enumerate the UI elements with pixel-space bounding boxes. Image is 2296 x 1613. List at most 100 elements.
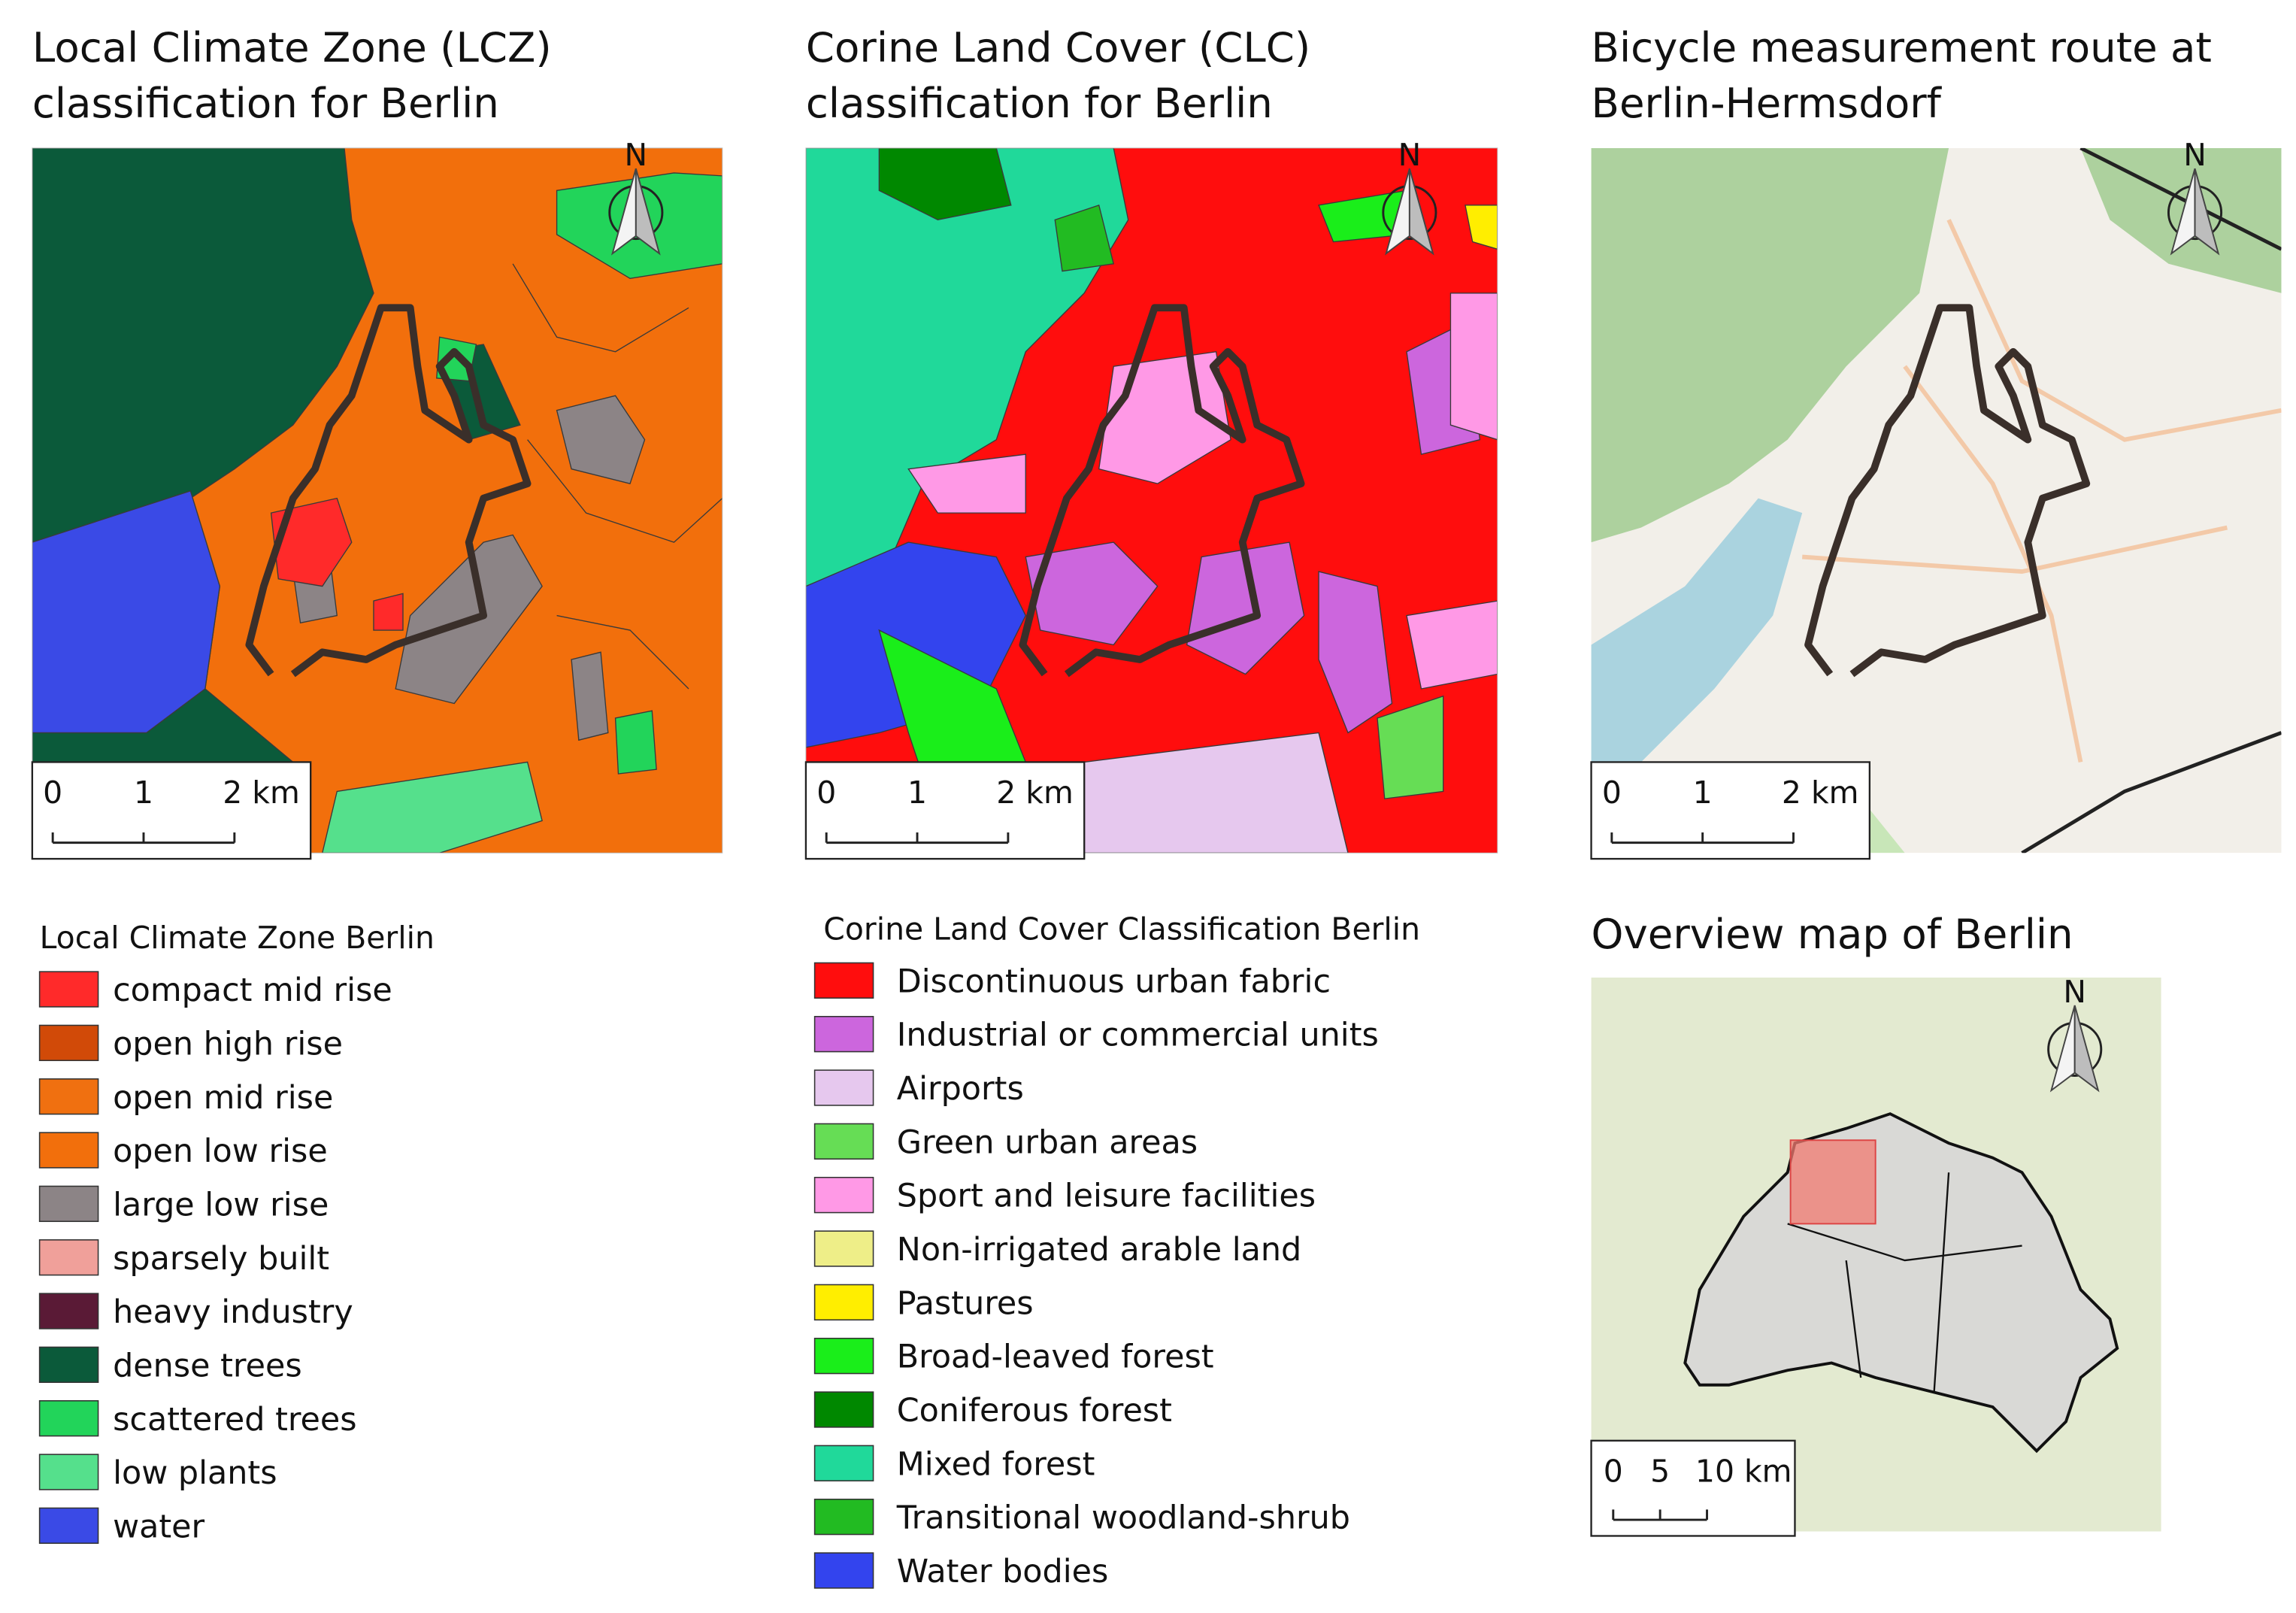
scale-label: 1	[1693, 775, 1713, 811]
legend-swatch	[38, 971, 99, 1008]
scale-label: 10 km	[1695, 1453, 1792, 1489]
scale-label: 5	[1650, 1453, 1670, 1489]
north-label: N	[625, 137, 648, 173]
study-area	[1789, 1139, 1876, 1225]
land-area	[270, 497, 353, 587]
legend-swatch	[38, 1293, 99, 1330]
legend-swatch	[38, 1507, 99, 1545]
legend-label: Non-irrigated arable land	[897, 1231, 1301, 1269]
legend-label: Pastures	[897, 1284, 1034, 1322]
legend-label: heavy industry	[113, 1293, 353, 1331]
land-area	[571, 651, 609, 741]
legend-title: Local Climate Zone Berlin	[40, 920, 435, 956]
legend-swatch	[813, 1123, 874, 1160]
map-title: Corine Land Cover (CLC)	[806, 23, 1310, 71]
lake	[1591, 498, 1803, 777]
scale-label: 0	[1602, 775, 1622, 811]
scale-label: 1	[907, 775, 927, 811]
legend-label: Water bodies	[897, 1553, 1109, 1590]
map-frame	[32, 147, 723, 853]
scale-label: 2 km	[996, 775, 1074, 811]
land-area	[878, 147, 1012, 221]
land-area	[373, 593, 404, 631]
legends: Local Climate Zone Berlin compact mid ris…	[38, 911, 1420, 1590]
map-title: Local Climate Zone (LCZ)	[32, 23, 552, 71]
land-area	[1465, 205, 1498, 250]
legend-swatch	[38, 1400, 99, 1437]
legend-swatch	[38, 1132, 99, 1169]
map-title: classification for Berlin	[32, 79, 499, 127]
map-title: Overview map of Berlin	[1592, 910, 2073, 958]
legend-swatch	[813, 1498, 874, 1536]
legend-swatch	[38, 1239, 99, 1276]
land-area	[1186, 541, 1305, 675]
legend-label: Mixed forest	[897, 1445, 1095, 1483]
north-label: N	[1398, 137, 1422, 173]
legend-label: open low rise	[113, 1132, 328, 1170]
legend-label: compact mid rise	[113, 972, 392, 1009]
legend-label: Coniferous forest	[897, 1392, 1172, 1430]
legend-label: Broad-leaved forest	[897, 1339, 1214, 1376]
legend-label: dense trees	[113, 1347, 302, 1384]
legend-label: Discontinuous urban fabric	[897, 963, 1331, 1000]
scale-label: 0	[43, 775, 62, 811]
legend-label: large low rise	[113, 1186, 329, 1223]
legend-swatch	[813, 1284, 874, 1320]
legend-label: open mid rise	[113, 1079, 333, 1117]
legend-swatch	[38, 1024, 99, 1062]
land-area	[322, 761, 543, 853]
legend-swatch	[38, 1185, 99, 1223]
land-area	[1377, 695, 1444, 799]
legend-swatch	[813, 1552, 874, 1589]
legend-swatch	[813, 1337, 874, 1375]
district-boundary	[1787, 1172, 2022, 1393]
land-area	[614, 710, 657, 775]
legend-swatch	[38, 1346, 99, 1384]
land-area	[1318, 571, 1393, 734]
legend-swatch	[813, 1391, 874, 1428]
legend-label: low plants	[113, 1454, 277, 1492]
scale-label: 2 km	[1782, 775, 1859, 811]
land-area	[556, 395, 646, 484]
legend-swatch	[38, 1454, 99, 1490]
land-area	[1054, 204, 1115, 272]
scale-label: 1	[134, 775, 153, 811]
road	[1802, 219, 2282, 763]
map-title: classification for Berlin	[806, 79, 1273, 127]
forest	[1591, 147, 1949, 543]
land-area	[1449, 293, 1498, 441]
map-title: Berlin-Hermsdorf	[1592, 79, 1943, 127]
legend-label: open high rise	[113, 1025, 343, 1063]
legend-swatch	[813, 1445, 874, 1481]
land-area	[907, 453, 1026, 514]
boundary	[2021, 147, 2282, 853]
lcz-map	[32, 147, 722, 853]
legend-label: Sport and leisure facilities	[897, 1178, 1316, 1215]
legend-label: Transitional woodland-shrub	[896, 1499, 1350, 1537]
land-area	[1025, 541, 1159, 646]
scale-label: 0	[816, 775, 836, 811]
route-map	[1591, 147, 2282, 853]
map-frame	[805, 147, 1498, 853]
north-label: N	[2183, 137, 2207, 173]
overview-map	[1591, 977, 2161, 1532]
map-title: Bicycle measurement route at	[1592, 23, 2212, 71]
legend-label: Airports	[897, 1070, 1024, 1108]
land-area	[32, 490, 221, 734]
north-label: N	[2063, 974, 2086, 1010]
legend-swatch	[38, 1078, 99, 1115]
legend-swatch	[813, 962, 874, 999]
scale-label: 0	[1604, 1453, 1623, 1489]
legend-label: Industrial or commercial units	[897, 1017, 1379, 1054]
clc-map	[805, 147, 1498, 853]
legend-title: Corine Land Cover Classification Berlin	[823, 911, 1420, 947]
land-area	[1406, 600, 1498, 690]
legend-label: water	[113, 1508, 204, 1545]
legend-swatch	[813, 1230, 874, 1267]
legend-label: Green urban areas	[897, 1123, 1198, 1161]
legend-swatch	[813, 1069, 874, 1106]
zone-boundary	[512, 263, 722, 690]
